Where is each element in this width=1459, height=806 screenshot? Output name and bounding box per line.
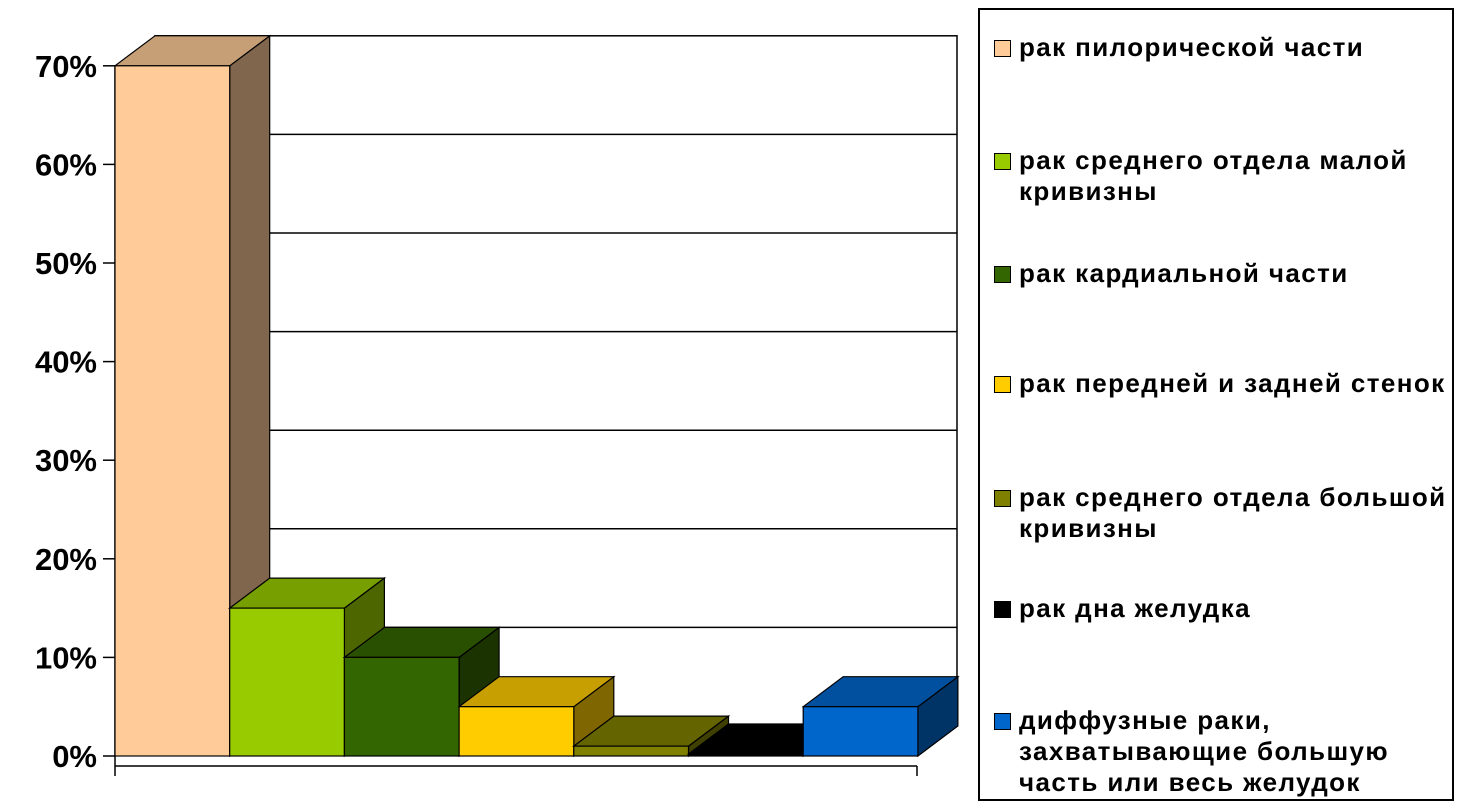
legend-item: диффузные раки, захватывающие большую ча…	[994, 705, 1448, 798]
legend-label: диффузные раки, захватывающие большую ча…	[1019, 705, 1389, 797]
bar-front-face	[114, 65, 231, 757]
bar	[571, 714, 731, 758]
legend-swatch	[994, 376, 1011, 393]
legend-swatch	[994, 40, 1011, 57]
legend-label: рак дна желудка	[1019, 593, 1251, 623]
legend-item: рак среднего отдела большой кривизны	[994, 482, 1448, 544]
bar-front-face	[687, 753, 804, 757]
bar-front-face	[573, 745, 690, 757]
legend: рак пилорической части рак среднего отде…	[978, 8, 1454, 801]
bar-front-face	[343, 656, 460, 757]
legend-swatch	[994, 601, 1011, 618]
legend-item: рак кардиальной части	[994, 258, 1448, 289]
y-tick-label: 40%	[35, 345, 97, 380]
legend-label: рак среднего отдела большой кривизны	[1019, 482, 1447, 543]
legend-label: рак кардиальной части	[1019, 258, 1349, 288]
y-tick-label: 0%	[52, 739, 97, 774]
bar	[801, 675, 960, 758]
y-tick-label: 20%	[35, 542, 97, 577]
bar-front-face	[802, 706, 919, 757]
legend-label: рак среднего отдела малой кривизны	[1019, 145, 1408, 206]
bar-front-face	[229, 607, 345, 757]
legend-swatch	[994, 713, 1011, 730]
legend-item: рак дна желудка	[994, 593, 1448, 624]
bar-front-face	[458, 706, 575, 757]
legend-item: рак пилорической части	[994, 32, 1448, 63]
legend-item: рак среднего отдела малой кривизны	[994, 145, 1448, 207]
y-tick-label: 10%	[35, 640, 97, 675]
y-tick-label: 70%	[35, 49, 97, 84]
y-tick-label: 50%	[35, 246, 97, 281]
bars	[113, 34, 960, 758]
bar	[113, 34, 272, 758]
y-tick-label: 30%	[35, 443, 97, 478]
legend-swatch	[994, 153, 1011, 170]
y-axis: 0% 10% 20% 30% 40% 50% 60% 70%	[35, 49, 116, 774]
bar	[457, 675, 616, 758]
legend-label: рак передней и задней стенок	[1019, 368, 1446, 398]
legend-swatch	[994, 266, 1011, 283]
y-tick-label: 60%	[35, 147, 97, 182]
legend-item: рак передней и задней стенок	[994, 368, 1448, 399]
legend-swatch	[994, 490, 1011, 507]
legend-label: рак пилорической части	[1019, 32, 1365, 62]
